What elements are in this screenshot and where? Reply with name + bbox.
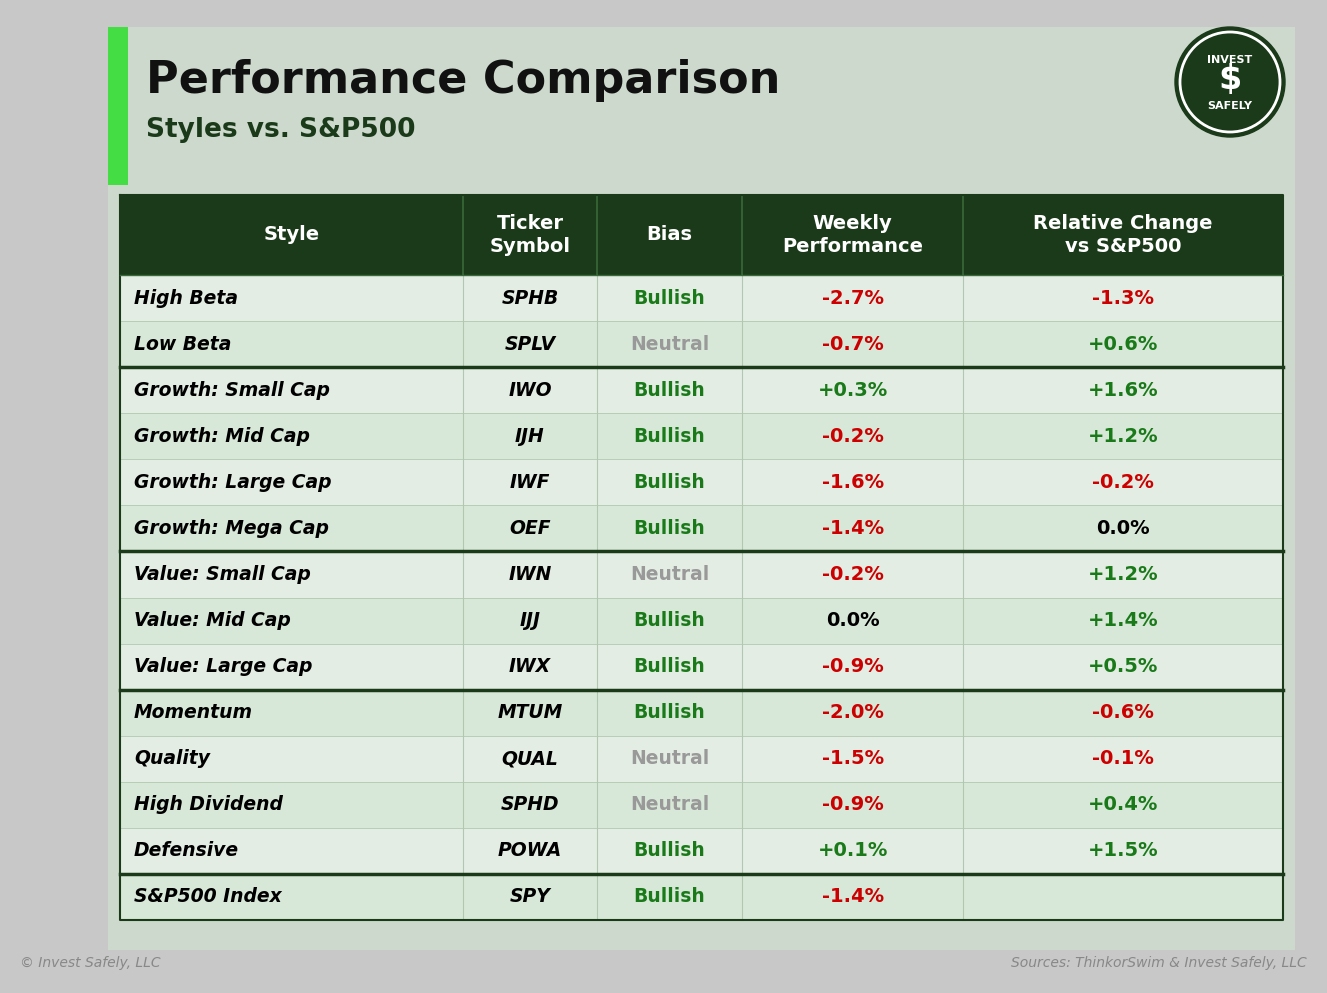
Text: OEF: OEF — [510, 519, 551, 538]
Bar — [119, 643, 1283, 690]
Text: +1.2%: +1.2% — [1088, 427, 1158, 446]
Text: Neutral: Neutral — [630, 565, 709, 584]
Bar — [107, 27, 1295, 950]
Text: +1.5%: +1.5% — [1088, 841, 1158, 860]
Bar — [119, 598, 1283, 643]
Text: Neutral: Neutral — [630, 795, 709, 814]
Text: IWN: IWN — [508, 565, 552, 584]
Text: SPY: SPY — [510, 888, 551, 907]
Bar — [119, 551, 1283, 598]
Text: Styles vs. S&P500: Styles vs. S&P500 — [146, 117, 415, 143]
Bar — [119, 828, 1283, 874]
Text: -2.7%: -2.7% — [821, 289, 884, 308]
Bar — [119, 781, 1283, 828]
Text: -1.6%: -1.6% — [821, 473, 884, 492]
Text: Growth: Mega Cap: Growth: Mega Cap — [134, 519, 329, 538]
Text: Bullish: Bullish — [633, 611, 706, 630]
Text: Bullish: Bullish — [633, 888, 706, 907]
Text: -0.9%: -0.9% — [821, 657, 884, 676]
Bar — [119, 413, 1283, 460]
Text: 0.0%: 0.0% — [1096, 519, 1151, 538]
Text: IWF: IWF — [510, 473, 551, 492]
Text: $: $ — [1218, 63, 1242, 95]
Text: S&P500 Index: S&P500 Index — [134, 888, 281, 907]
Text: SPHD: SPHD — [500, 795, 559, 814]
Text: IJH: IJH — [515, 427, 545, 446]
Text: -1.4%: -1.4% — [821, 519, 884, 538]
Text: +1.2%: +1.2% — [1088, 565, 1158, 584]
Text: Relative Change
vs S&P500: Relative Change vs S&P500 — [1034, 214, 1213, 256]
Text: +1.4%: +1.4% — [1088, 611, 1158, 630]
Text: High Dividend: High Dividend — [134, 795, 283, 814]
Bar — [119, 195, 1283, 275]
Text: Bullish: Bullish — [633, 289, 706, 308]
Text: Growth: Mid Cap: Growth: Mid Cap — [134, 427, 311, 446]
Text: High Beta: High Beta — [134, 289, 238, 308]
Text: -1.3%: -1.3% — [1092, 289, 1154, 308]
Text: Bullish: Bullish — [633, 703, 706, 722]
Bar — [119, 874, 1283, 920]
Text: SPLV: SPLV — [504, 335, 556, 354]
Text: +1.6%: +1.6% — [1088, 380, 1158, 399]
Text: +0.6%: +0.6% — [1088, 335, 1158, 354]
Text: Bullish: Bullish — [633, 657, 706, 676]
Bar — [119, 367, 1283, 413]
Text: -0.2%: -0.2% — [821, 565, 884, 584]
Text: QUAL: QUAL — [502, 750, 559, 769]
Text: -0.2%: -0.2% — [821, 427, 884, 446]
Text: Bullish: Bullish — [633, 841, 706, 860]
Text: Bullish: Bullish — [633, 380, 706, 399]
Text: Neutral: Neutral — [630, 750, 709, 769]
Text: +0.3%: +0.3% — [817, 380, 888, 399]
Bar — [119, 505, 1283, 551]
Text: Value: Small Cap: Value: Small Cap — [134, 565, 311, 584]
Text: -1.5%: -1.5% — [821, 750, 884, 769]
Text: Neutral: Neutral — [630, 335, 709, 354]
Text: IWX: IWX — [508, 657, 551, 676]
Bar — [119, 736, 1283, 781]
Text: Style: Style — [264, 225, 320, 244]
Text: Value: Mid Cap: Value: Mid Cap — [134, 611, 291, 630]
Text: -0.7%: -0.7% — [821, 335, 884, 354]
Text: © Invest Safely, LLC: © Invest Safely, LLC — [20, 956, 161, 970]
Text: -0.6%: -0.6% — [1092, 703, 1154, 722]
Text: INVEST: INVEST — [1208, 55, 1253, 65]
Text: -0.1%: -0.1% — [1092, 750, 1154, 769]
Bar — [119, 321, 1283, 367]
Bar — [119, 690, 1283, 736]
Text: Sources: ThinkorSwim & Invest Safely, LLC: Sources: ThinkorSwim & Invest Safely, LL… — [1011, 956, 1307, 970]
Text: -2.0%: -2.0% — [821, 703, 884, 722]
Text: Bias: Bias — [646, 225, 693, 244]
Text: Growth: Small Cap: Growth: Small Cap — [134, 380, 330, 399]
Text: Quality: Quality — [134, 750, 210, 769]
Text: Value: Large Cap: Value: Large Cap — [134, 657, 312, 676]
Text: Weekly
Performance: Weekly Performance — [782, 214, 924, 256]
Text: Bullish: Bullish — [633, 473, 706, 492]
Text: MTUM: MTUM — [498, 703, 563, 722]
Text: Bullish: Bullish — [633, 427, 706, 446]
Bar — [119, 275, 1283, 321]
Text: SPHB: SPHB — [502, 289, 559, 308]
Text: IJJ: IJJ — [519, 611, 540, 630]
Text: -1.4%: -1.4% — [821, 888, 884, 907]
Text: Defensive: Defensive — [134, 841, 239, 860]
Text: +0.4%: +0.4% — [1088, 795, 1158, 814]
Text: SAFELY: SAFELY — [1208, 101, 1253, 111]
Circle shape — [1174, 27, 1285, 137]
Text: Performance Comparison: Performance Comparison — [146, 59, 780, 101]
Text: +0.5%: +0.5% — [1088, 657, 1158, 676]
Text: Growth: Large Cap: Growth: Large Cap — [134, 473, 332, 492]
Text: 0.0%: 0.0% — [825, 611, 880, 630]
Text: IWO: IWO — [508, 380, 552, 399]
Text: +0.1%: +0.1% — [817, 841, 888, 860]
Text: Momentum: Momentum — [134, 703, 253, 722]
Bar — [119, 460, 1283, 505]
Text: Ticker
Symbol: Ticker Symbol — [490, 214, 571, 256]
Text: POWA: POWA — [498, 841, 563, 860]
Bar — [107, 27, 127, 185]
Text: -0.9%: -0.9% — [821, 795, 884, 814]
Text: -0.2%: -0.2% — [1092, 473, 1154, 492]
Text: Bullish: Bullish — [633, 519, 706, 538]
Text: Low Beta: Low Beta — [134, 335, 231, 354]
